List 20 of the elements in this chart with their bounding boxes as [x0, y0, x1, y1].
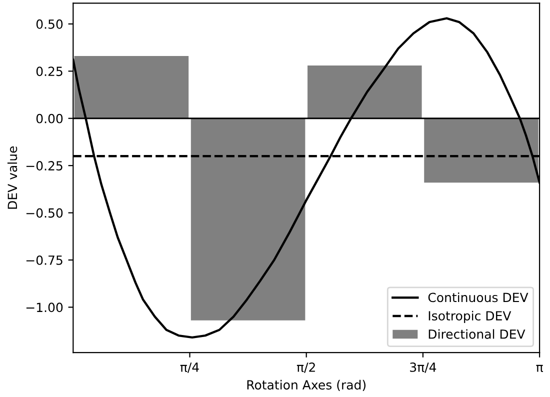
- y-tick-label: −0.50: [26, 208, 63, 218]
- y-tick-label: 0.00: [36, 114, 63, 124]
- x-tick-label: π: [536, 364, 543, 372]
- legend-label: Isotropic DEV: [428, 310, 512, 323]
- x-tick-label: 3π/4: [410, 362, 436, 373]
- bar: [74, 56, 189, 118]
- bar: [190, 118, 306, 320]
- y-tick-label: 0.25: [36, 66, 62, 76]
- y-tick-label: 0.50: [36, 19, 63, 29]
- x-tick-label: π/2: [296, 362, 315, 373]
- legend-label: Directional DEV: [428, 329, 526, 339]
- x-axis-title: Rotation Axes (rad): [247, 380, 366, 392]
- x-tick-label: π/4: [180, 362, 199, 373]
- y-tick-label: −0.25: [26, 161, 62, 171]
- y-axis-title: DEV value: [7, 146, 18, 209]
- y-tick-label: −0.75: [26, 255, 62, 265]
- bar: [424, 118, 538, 183]
- y-tick-label: −1.00: [26, 302, 63, 312]
- legend-label: Continuous DEV: [428, 292, 528, 302]
- bar: [308, 65, 422, 118]
